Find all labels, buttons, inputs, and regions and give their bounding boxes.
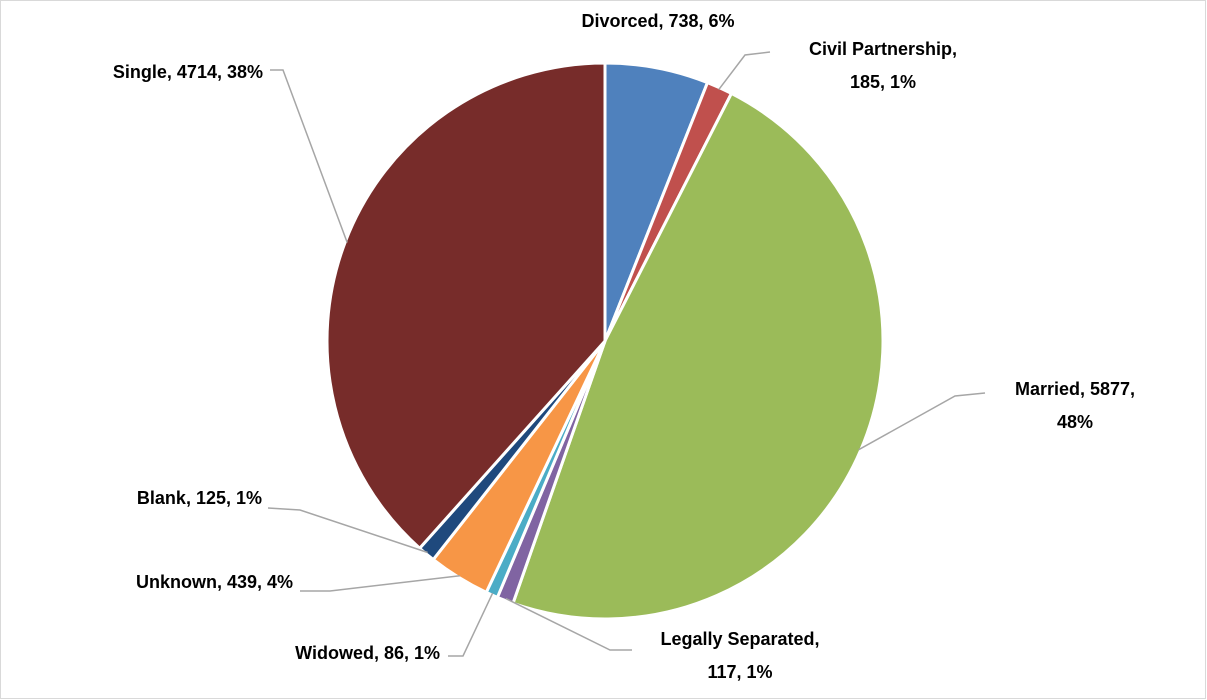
leader-line (718, 51, 771, 90)
data-label: Legally Separated, (660, 629, 819, 649)
data-label: Widowed, 86, 1% (295, 643, 440, 663)
data-label: Divorced, 738, 6% (581, 11, 734, 31)
data-label: Civil Partnership, (809, 39, 957, 59)
data-label: Married, 5877, (1015, 379, 1135, 399)
leader-line (505, 597, 632, 651)
leader-line (858, 392, 986, 451)
leader-line (300, 575, 460, 592)
leader-line (270, 69, 348, 243)
data-label: 185, 1% (850, 72, 916, 92)
data-label: 48% (1057, 412, 1093, 432)
data-label: Unknown, 439, 4% (136, 572, 293, 592)
pie-slice (511, 91, 885, 621)
data-label: Single, 4714, 38% (113, 62, 263, 82)
leader-line (448, 592, 494, 657)
pie-slice (325, 61, 607, 550)
pie (325, 61, 885, 621)
data-label: 117, 1% (707, 662, 772, 682)
data-label: Blank, 125, 1% (137, 488, 262, 508)
labels: Divorced, 738, 6% Civil Partnership, 185, … (113, 11, 1135, 682)
leader-line (267, 507, 428, 554)
